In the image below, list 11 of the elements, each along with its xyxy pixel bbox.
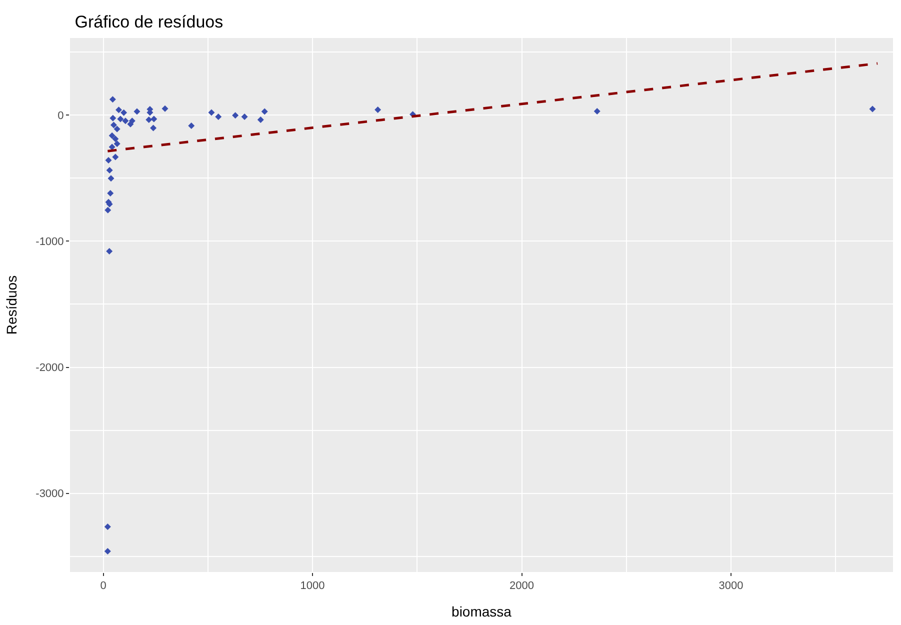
- x-tick-label: 2000: [510, 580, 534, 592]
- x-axis-title: biomassa: [452, 604, 512, 620]
- chart-title: Gráfico de resíduos: [74, 12, 224, 32]
- x-tick-label: 3000: [718, 580, 744, 592]
- y-tick-label: -3000: [36, 488, 64, 500]
- y-tick-label: -2000: [36, 362, 64, 374]
- y-tick-label: -1000: [36, 236, 64, 248]
- y-tick-label: 0: [58, 110, 64, 122]
- x-tick-label: 1000: [300, 580, 325, 592]
- x-tick-label: 0: [100, 580, 106, 592]
- y-axis-title: Resíduos: [3, 275, 20, 335]
